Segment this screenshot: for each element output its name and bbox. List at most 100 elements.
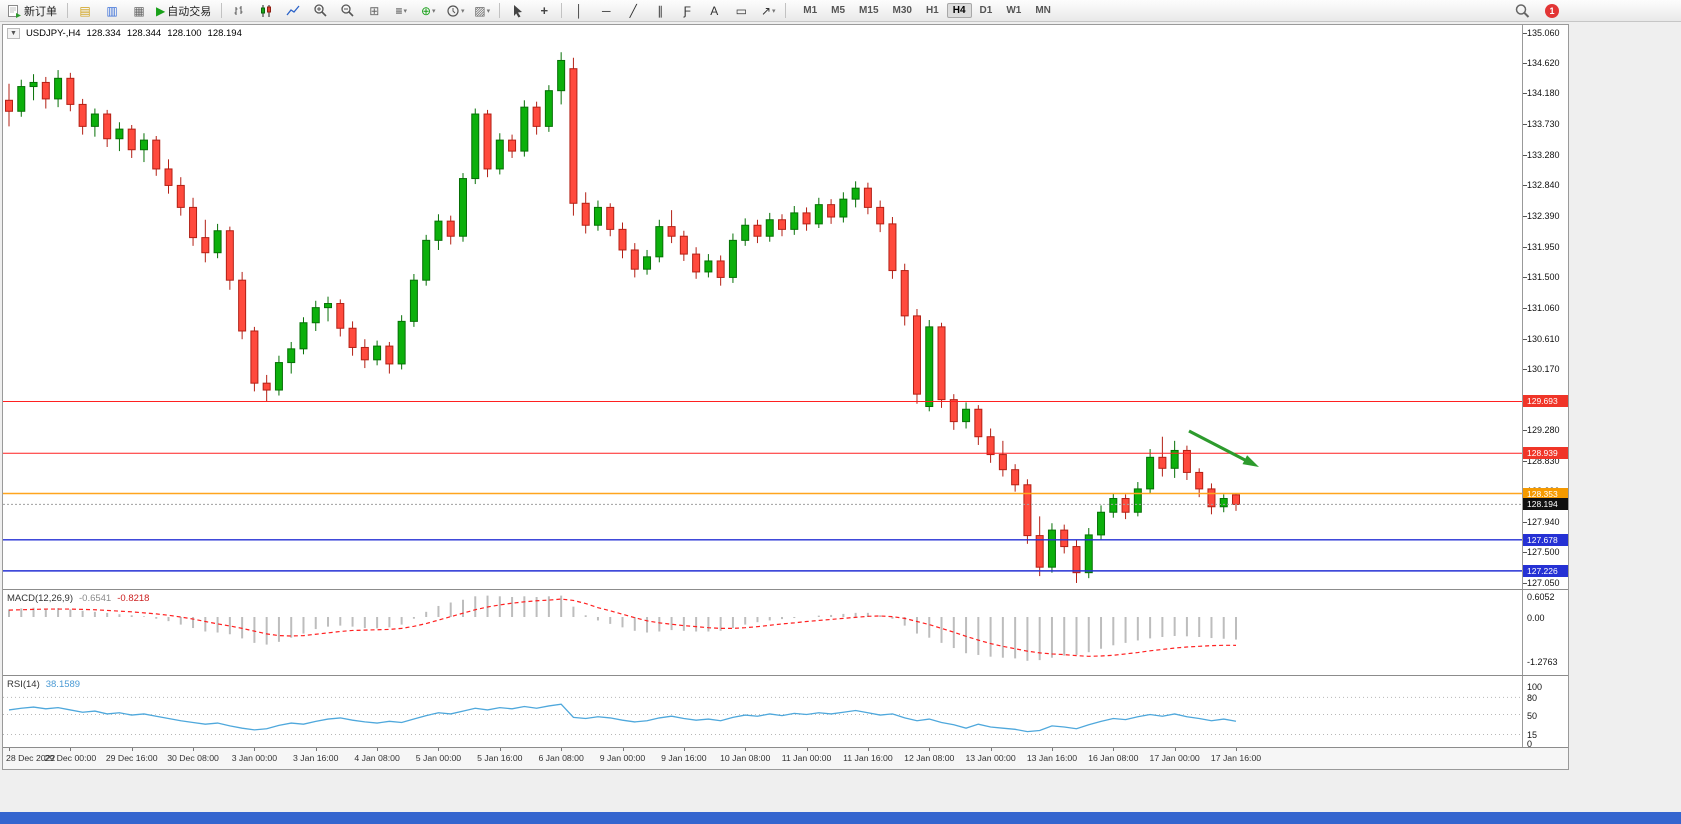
price-level-badge: 128.939 (1523, 447, 1568, 460)
timeframe-M1[interactable]: M1 (803, 5, 818, 16)
time-axis-label: 17 Jan 16:00 (1210, 753, 1262, 763)
timeframe-group: M1 M5 M15 M30 H1 H4 D1 W1 MN (796, 3, 1058, 18)
candle-body (1084, 534, 1093, 574)
crosshair-button[interactable]: + (531, 1, 557, 21)
cursor-icon (513, 4, 522, 17)
candle-body (790, 212, 799, 230)
text-button[interactable]: A (701, 1, 727, 21)
time-axis-label: 4 Jan 08:00 (354, 753, 400, 763)
trend-arrow[interactable] (1188, 429, 1259, 467)
price-axis-tick (1523, 185, 1527, 187)
candle-body (1232, 494, 1240, 505)
notification-badge[interactable]: 1 (1545, 3, 1559, 18)
zoom-in-button[interactable] (307, 1, 333, 21)
price-level-badge: 128.353 (1523, 487, 1568, 500)
candle-body (998, 454, 1007, 471)
candle-body (839, 198, 848, 218)
candle-body (643, 256, 652, 270)
price-axis-label: 131.500 (1527, 272, 1560, 283)
time-axis-label: 29 Dec 00:00 (44, 753, 97, 763)
timeframe-M30[interactable]: M30 (892, 5, 912, 16)
price-axis-tick (1523, 521, 1527, 523)
rsi-axis-label: 15 (1527, 730, 1538, 741)
time-axis-label: 11 Jan 00:00 (781, 753, 832, 763)
market-watch-button[interactable]: ▥ (99, 1, 125, 21)
timeframe-H1[interactable]: H1 (925, 5, 939, 16)
new-chart-icon: ⊕ (420, 3, 431, 18)
timeframe-H4[interactable]: H4 (946, 3, 972, 18)
arrows-button[interactable]: ↗ ▾ (755, 1, 781, 21)
price-chart-canvas[interactable] (3, 25, 1522, 589)
candle-body (495, 139, 504, 170)
price-axis-label: 127.500 (1527, 547, 1560, 558)
panel-separator[interactable] (3, 675, 1568, 676)
timeframe-D1[interactable]: D1 (979, 5, 993, 16)
autotrading-button[interactable]: ▶ 自动交易 (153, 1, 217, 21)
candle-body (1182, 449, 1191, 473)
candle-body (127, 128, 136, 151)
candle-body (115, 128, 124, 140)
candle-body (311, 307, 320, 324)
time-axis-tick (70, 748, 72, 751)
tile-windows-button[interactable]: ⊞ (361, 1, 387, 21)
new-chart-button[interactable]: ⊕ ▾ (415, 1, 441, 21)
candle-body (814, 204, 823, 225)
bar-chart-icon (234, 5, 243, 15)
time-axis-tick (867, 748, 869, 751)
candle-body (741, 224, 750, 241)
candle-body (581, 202, 590, 226)
price-axis-label: 127.050 (1527, 577, 1560, 588)
macd-signal-line (8, 598, 1237, 657)
candle-body (925, 326, 934, 408)
candle-body (1170, 449, 1179, 469)
candle-body (66, 77, 75, 105)
text-label-button[interactable]: ▭ (728, 1, 754, 21)
cursor-button[interactable] (504, 1, 530, 21)
macd-panel-canvas[interactable] (3, 591, 1522, 675)
indicators-button[interactable]: ≡ ▾ (388, 1, 414, 21)
candle-body (630, 249, 639, 270)
charts-window-button[interactable]: ▤ (72, 1, 98, 21)
low-value: 128.100 (167, 28, 202, 39)
candle-body (1097, 511, 1106, 536)
timeframe-M15[interactable]: M15 (859, 5, 879, 16)
candle-body (1023, 484, 1032, 537)
rsi-axis-label: 100 (1527, 682, 1543, 692)
vertical-line-button[interactable]: │ (566, 1, 592, 21)
periods-button[interactable]: ▾ (442, 1, 468, 21)
time-axis-tick (1051, 748, 1053, 751)
autotrade-label: 自动交易 (167, 5, 212, 18)
candle-body (1047, 529, 1056, 568)
separator (785, 3, 787, 18)
fibonacci-button[interactable]: Ƒ (674, 1, 700, 21)
new-order-button[interactable]: 新订单 (4, 1, 63, 21)
search-button[interactable] (1509, 1, 1535, 21)
timeframe-W1[interactable]: W1 (1006, 5, 1022, 16)
vertical-line-icon: │ (575, 3, 583, 18)
timeframe-MN[interactable]: MN (1035, 5, 1051, 16)
trendline-button[interactable]: ╱ (620, 1, 646, 21)
time-axis[interactable]: 28 Dec 2022 29 Dec 00:00 29 Dec 16:00 30 De… (3, 747, 1568, 769)
horizontal-line-button[interactable]: ─ (593, 1, 619, 21)
collapse-icon[interactable]: ▼ (7, 28, 20, 39)
ohlc-readout: ▼ USDJPY-,H4 128.334 128.344 128.100 128… (7, 28, 242, 39)
bar-chart-button[interactable] (226, 1, 252, 21)
time-axis-tick (1113, 748, 1115, 751)
rsi-panel-canvas[interactable] (3, 677, 1522, 747)
channel-button[interactable]: ∥ (647, 1, 673, 21)
macd-signal-value: -0.8218 (117, 593, 150, 604)
price-axis-tick (1523, 33, 1527, 34)
price-scale[interactable]: 135.060 134.620 134.180 133.730 133.280 132.8… (1522, 25, 1568, 747)
line-chart-button[interactable] (280, 1, 306, 21)
candle-body (409, 279, 418, 322)
candlestick-chart-button[interactable] (253, 1, 279, 21)
candle-body (1072, 546, 1081, 574)
timeframe-M5[interactable]: M5 (831, 5, 846, 16)
candle-body (937, 326, 946, 401)
search-icon (1515, 3, 1530, 18)
templates-button[interactable]: ▨ ▾ (469, 1, 495, 21)
panel-separator[interactable] (3, 589, 1568, 590)
zoom-out-button[interactable] (334, 1, 360, 21)
rsi-name: RSI(14) (7, 679, 40, 690)
navigator-button[interactable]: ▦ (126, 1, 152, 21)
